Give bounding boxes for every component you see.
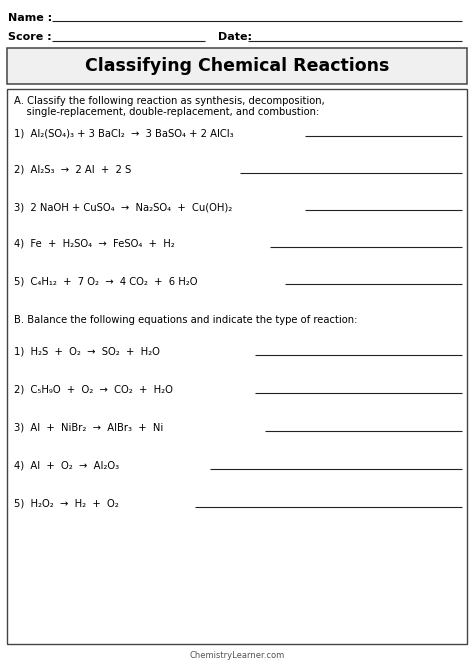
Text: ChemistryLearner.com: ChemistryLearner.com: [190, 651, 284, 661]
Text: Date:: Date:: [218, 32, 252, 42]
Text: B. Balance the following equations and indicate the type of reaction:: B. Balance the following equations and i…: [14, 315, 357, 325]
FancyBboxPatch shape: [7, 48, 467, 84]
Text: single-replacement, double-replacement, and combustion:: single-replacement, double-replacement, …: [14, 107, 319, 117]
Text: 2)  Al₂S₃  →  2 Al  +  2 S: 2) Al₂S₃ → 2 Al + 2 S: [14, 165, 131, 175]
Text: Name :: Name :: [8, 13, 52, 23]
Text: 2)  C₅H₉O  +  O₂  →  CO₂  +  H₂O: 2) C₅H₉O + O₂ → CO₂ + H₂O: [14, 385, 173, 395]
Text: 1)  H₂S  +  O₂  →  SO₂  +  H₂O: 1) H₂S + O₂ → SO₂ + H₂O: [14, 347, 160, 357]
FancyBboxPatch shape: [7, 89, 467, 644]
Text: 3)  Al  +  NiBr₂  →  AlBr₃  +  Ni: 3) Al + NiBr₂ → AlBr₃ + Ni: [14, 423, 163, 433]
Text: 1)  Al₂(SO₄)₃ + 3 BaCl₂  →  3 BaSO₄ + 2 AlCl₃: 1) Al₂(SO₄)₃ + 3 BaCl₂ → 3 BaSO₄ + 2 AlC…: [14, 128, 234, 138]
Text: 4)  Al  +  O₂  →  Al₂O₃: 4) Al + O₂ → Al₂O₃: [14, 461, 119, 471]
Text: 5)  C₄H₁₂  +  7 O₂  →  4 CO₂  +  6 H₂O: 5) C₄H₁₂ + 7 O₂ → 4 CO₂ + 6 H₂O: [14, 276, 198, 286]
Text: 5)  H₂O₂  →  H₂  +  O₂: 5) H₂O₂ → H₂ + O₂: [14, 499, 119, 509]
Text: 4)  Fe  +  H₂SO₄  →  FeSO₄  +  H₂: 4) Fe + H₂SO₄ → FeSO₄ + H₂: [14, 239, 175, 249]
Text: Score :: Score :: [8, 32, 52, 42]
Text: 3)  2 NaOH + CuSO₄  →  Na₂SO₄  +  Cu(OH)₂: 3) 2 NaOH + CuSO₄ → Na₂SO₄ + Cu(OH)₂: [14, 202, 232, 212]
Text: A. Classify the following reaction as synthesis, decomposition,: A. Classify the following reaction as sy…: [14, 96, 325, 106]
Text: Classifying Chemical Reactions: Classifying Chemical Reactions: [85, 57, 389, 75]
